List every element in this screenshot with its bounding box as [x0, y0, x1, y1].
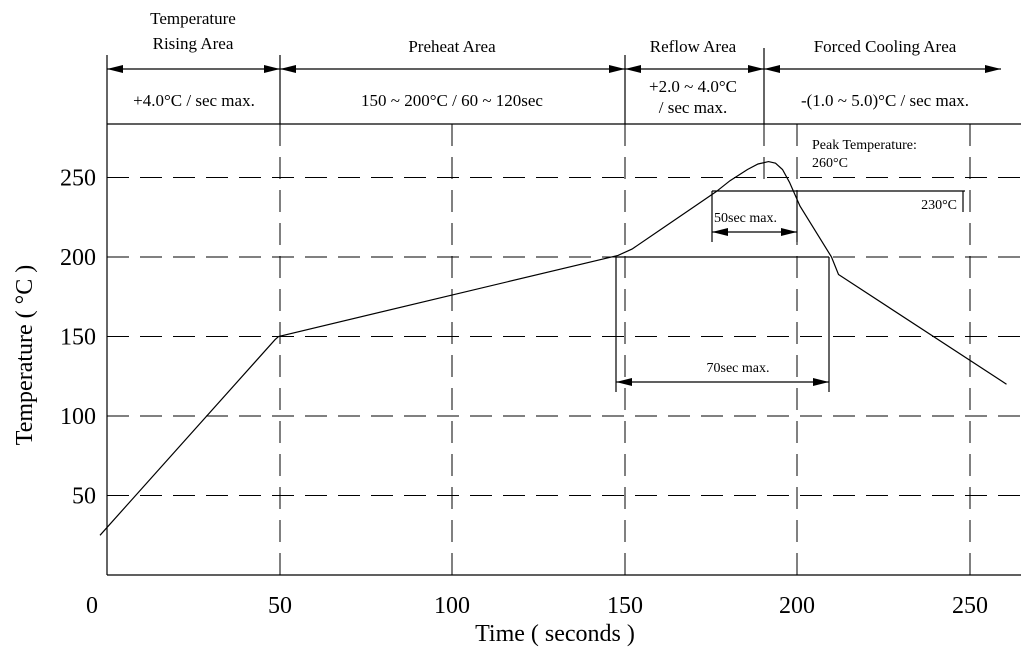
- dim50-arrow: [781, 228, 797, 236]
- label-70sec: 70sec max.: [707, 361, 770, 376]
- axis-titles: Time ( seconds ) Temperature ( °C ): [12, 265, 635, 647]
- y-tick-label: 100: [60, 404, 96, 430]
- x-tick-label: 100: [434, 593, 470, 619]
- zone-desc-4: -(1.0 ~ 5.0)°C / sec max.: [801, 91, 969, 110]
- y-tick-label: 200: [60, 245, 96, 271]
- y-tick-label: 150: [60, 325, 96, 351]
- y-tick-label: 250: [60, 166, 96, 192]
- zone-arrowhead: [264, 65, 280, 73]
- x-tick-label: 0: [86, 593, 98, 619]
- zone-title-4: Forced Cooling Area: [814, 37, 957, 56]
- zone-arrowhead: [280, 65, 296, 73]
- zone-title-3: Reflow Area: [650, 37, 737, 56]
- zone-desc-1: +4.0°C / sec max.: [133, 91, 255, 110]
- zone-arrowhead: [764, 65, 780, 73]
- x-tick-label: 50: [268, 593, 292, 619]
- zone-title-1: Temperature Rising Area: [150, 9, 236, 53]
- zone-arrowhead: [625, 65, 641, 73]
- peak-temperature-label: Peak Temperature: 260°C: [812, 138, 917, 171]
- plot-frame: [106, 123, 1021, 576]
- dim70-arrow: [616, 378, 632, 386]
- y-axis-title: Temperature ( °C ): [12, 265, 38, 446]
- label-50sec: 50sec max.: [714, 211, 777, 226]
- dim70-arrow: [813, 378, 829, 386]
- zone-arrowhead: [748, 65, 764, 73]
- grid: [107, 124, 1021, 575]
- y-tick-label: 50: [72, 484, 96, 510]
- zone-header: Temperature Rising Area +4.0°C / sec max. P…: [106, 9, 1001, 124]
- zone-desc-3: +2.0 ~ 4.0°C / sec max.: [649, 77, 737, 117]
- dim50-arrow: [712, 228, 728, 236]
- series: [99, 160, 1007, 536]
- zone-desc-2: 150 ~ 200°C / 60 ~ 120sec: [361, 91, 543, 110]
- zone-arrowhead: [985, 65, 1001, 73]
- tick-labels: 50 100 150 200 250 0 50 100 150 200 250: [60, 166, 988, 620]
- zone-arrowhead: [107, 65, 123, 73]
- zone-arrowhead: [609, 65, 625, 73]
- x-tick-label: 200: [779, 593, 815, 619]
- label-230: 230°C: [921, 198, 957, 213]
- x-tick-label: 250: [952, 593, 988, 619]
- annotations: Peak Temperature: 260°C 230°C 50sec max. 70s…: [615, 138, 965, 392]
- x-tick-label: 150: [607, 593, 643, 619]
- zone-title-2: Preheat Area: [408, 37, 496, 56]
- profile-curve: [99, 160, 1007, 536]
- x-axis-title: Time ( seconds ): [475, 621, 635, 647]
